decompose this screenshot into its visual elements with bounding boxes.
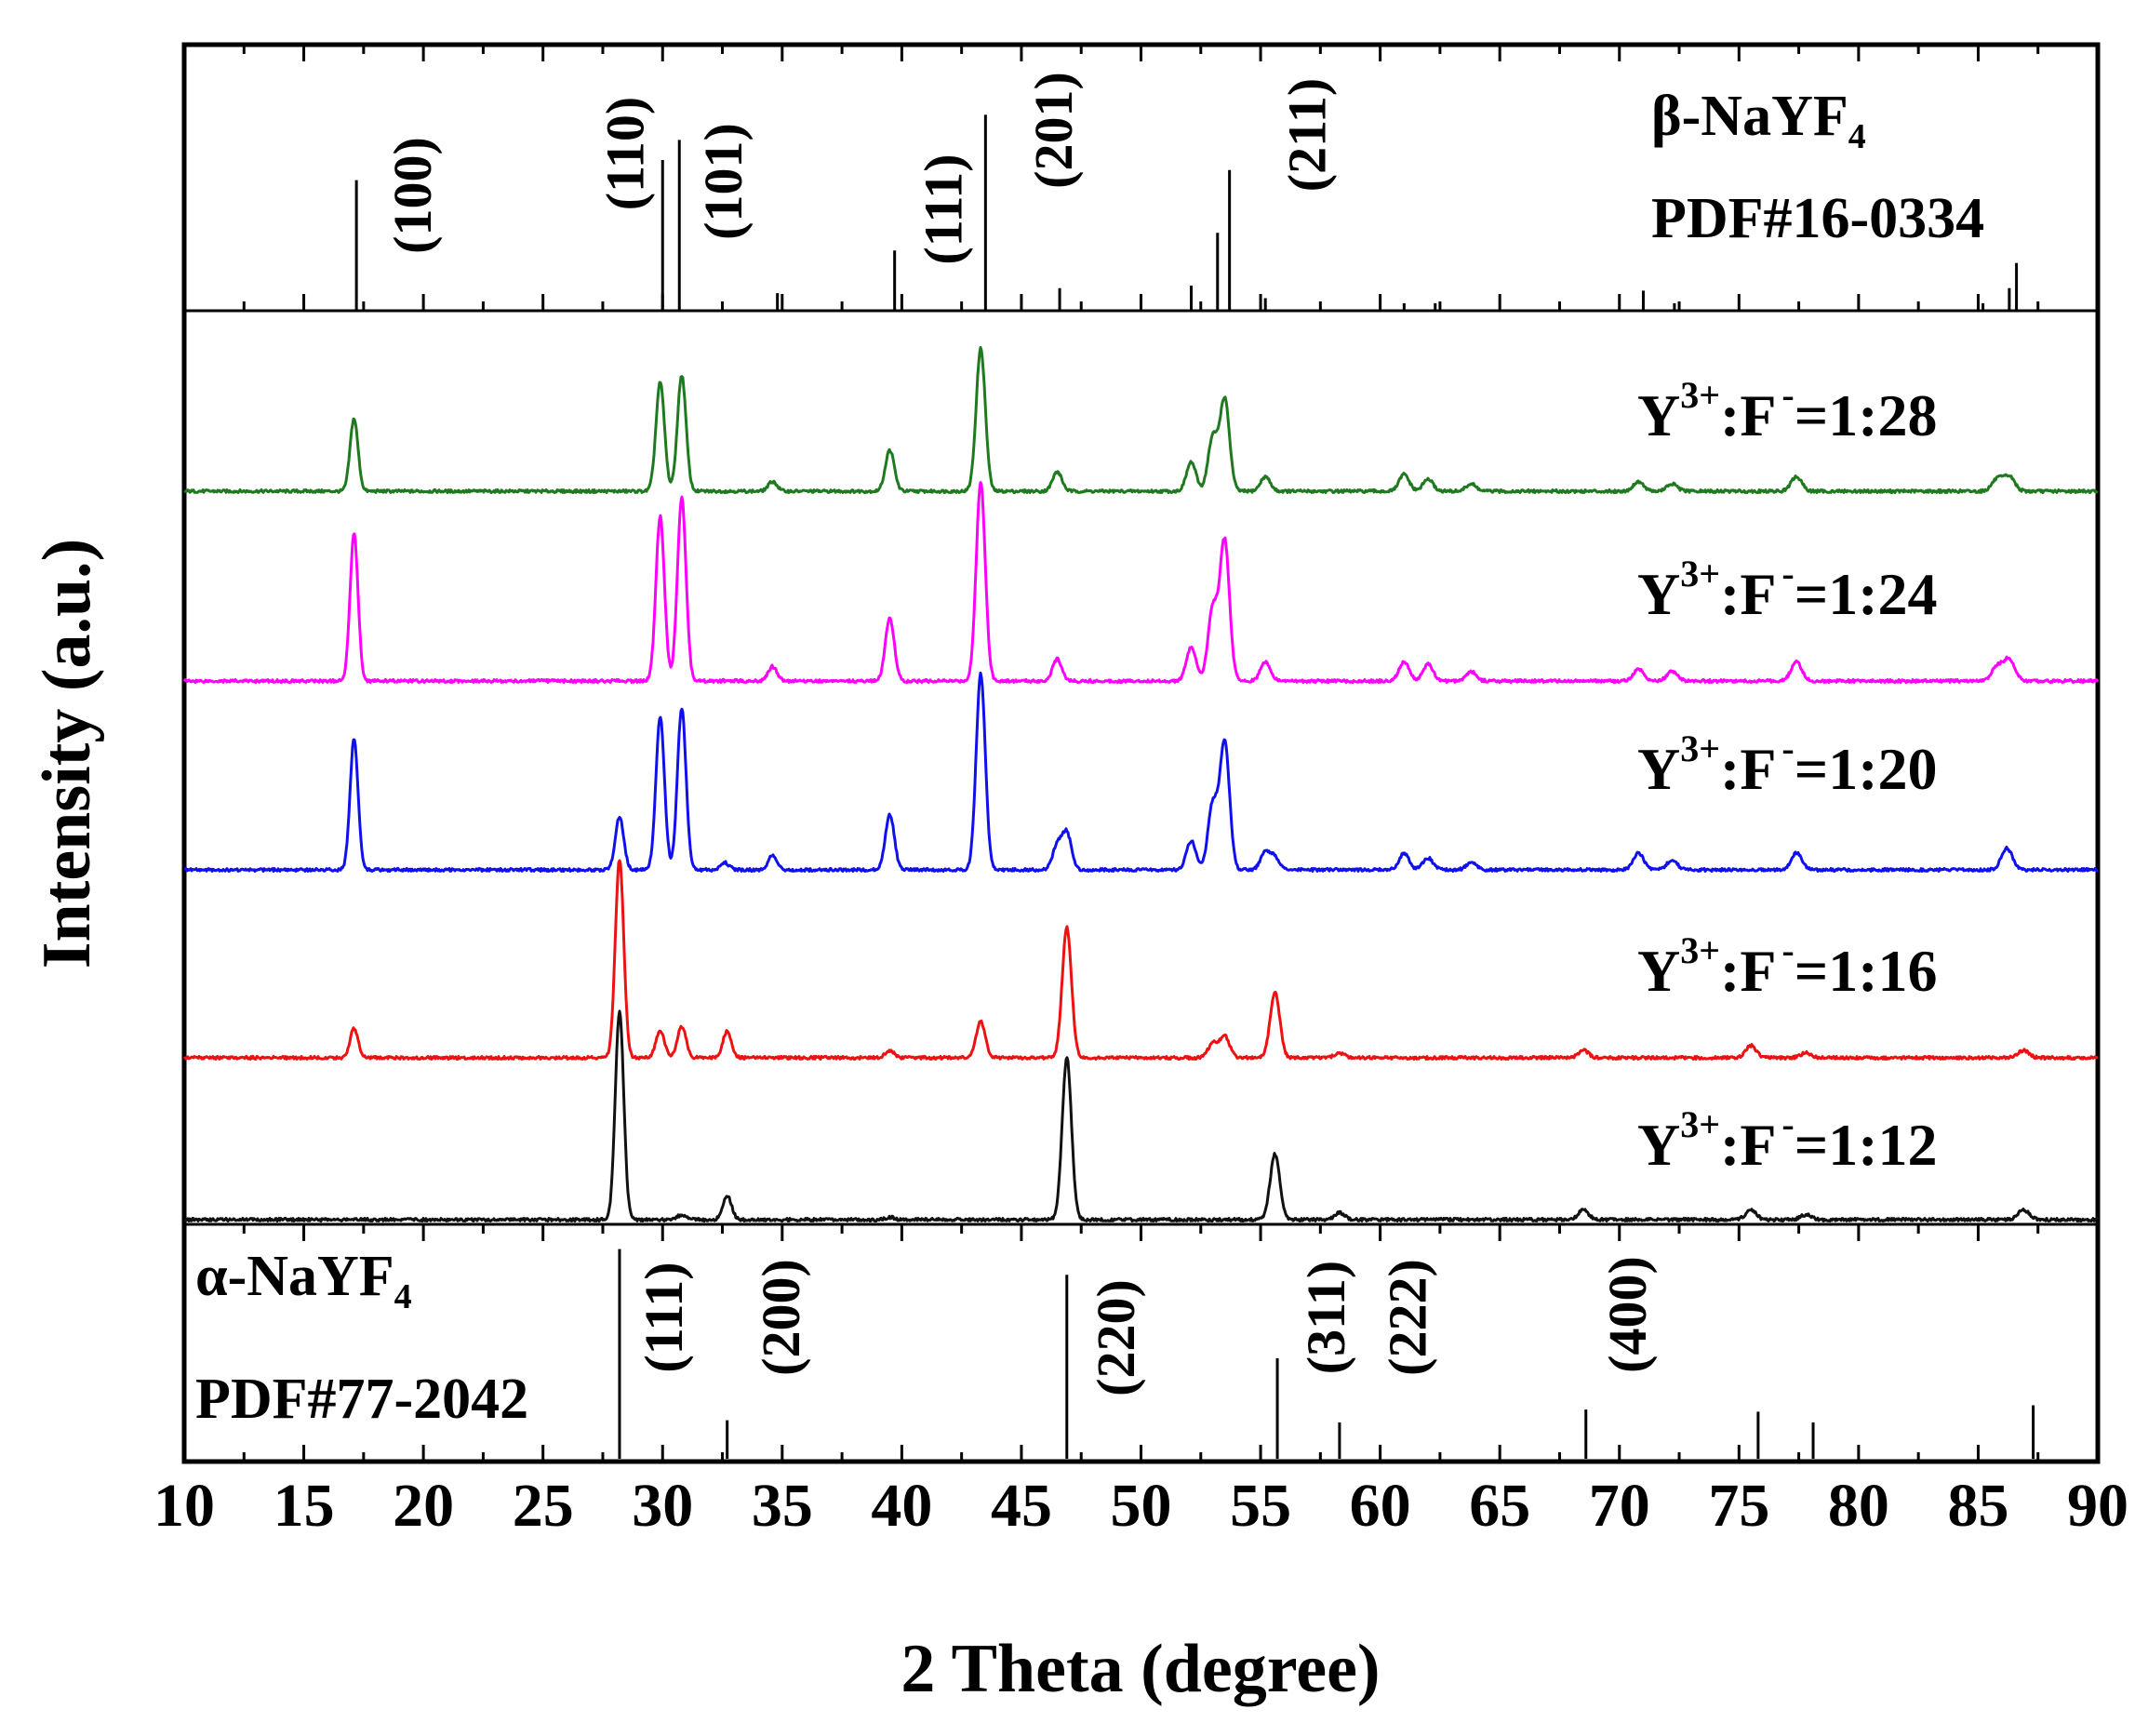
x-tick-label: 45 bbox=[991, 1472, 1052, 1540]
alpha-hkl-label: (311) bbox=[1296, 1261, 1356, 1374]
x-tick-label: 75 bbox=[1708, 1472, 1769, 1540]
x-tick-label: 20 bbox=[393, 1472, 454, 1540]
series-line bbox=[182, 859, 2099, 1062]
alpha-hkl-label: (200) bbox=[751, 1259, 811, 1376]
hkl-labels: (100) (110) (101) (111) (201) (211) (111) (200)… bbox=[382, 72, 1658, 1396]
x-tick-label: 15 bbox=[274, 1472, 335, 1540]
sample-label: Y3+:F -=1:16 bbox=[1637, 929, 1938, 1004]
x-tick-label: 55 bbox=[1230, 1472, 1291, 1540]
beta-hkl-label: (111) bbox=[914, 154, 974, 264]
x-tick-label: 85 bbox=[1947, 1472, 2008, 1540]
alpha-hkl-label: (400) bbox=[1597, 1256, 1658, 1373]
sample-label: Y3+:F -=1:20 bbox=[1637, 728, 1938, 802]
series-line bbox=[182, 481, 2100, 685]
x-tick-label: 25 bbox=[513, 1472, 574, 1540]
x-tick-label: 35 bbox=[752, 1472, 813, 1540]
beta-hkl-label: (101) bbox=[693, 123, 754, 240]
alpha-hkl-label: (220) bbox=[1086, 1279, 1146, 1396]
x-tick-label: 90 bbox=[2067, 1472, 2128, 1540]
x-axis-title: 2 Theta (degree) bbox=[901, 1631, 1380, 1707]
alpha-pdf-label: PDF#77-2042 bbox=[195, 1368, 528, 1431]
alpha-reference-lines bbox=[618, 1249, 2035, 1459]
alpha-phase-label: α-NaYF4 bbox=[195, 1245, 412, 1316]
beta-hkl-label: (211) bbox=[1276, 78, 1337, 192]
x-tick-label: 30 bbox=[632, 1472, 693, 1540]
beta-hkl-label: (100) bbox=[382, 137, 443, 254]
y-axis-title: Intensity (a.u.) bbox=[29, 539, 105, 969]
xrd-series bbox=[182, 345, 2100, 1223]
x-axis-ticks bbox=[182, 45, 2100, 1462]
beta-hkl-label: (201) bbox=[1023, 72, 1084, 189]
sample-label: Y3+:F -=1:12 bbox=[1637, 1103, 1938, 1178]
sample-labels: Y3+:F -=1:28 Y3+:F -=1:24 Y3+:F -=1:20 Y3+:F -=… bbox=[1637, 374, 1938, 1178]
alpha-hkl-label: (222) bbox=[1377, 1259, 1437, 1376]
x-tick-label: 70 bbox=[1589, 1472, 1650, 1540]
x-tick-label: 10 bbox=[153, 1472, 215, 1540]
x-tick-label: 60 bbox=[1350, 1472, 1411, 1540]
sample-label: Y3+:F -=1:28 bbox=[1637, 374, 1938, 448]
x-axis-tick-labels: 10 15 20 25 30 35 40 45 50 55 60 65 70 75 80 85 90 bbox=[153, 1472, 2128, 1540]
x-tick-label: 80 bbox=[1828, 1472, 1889, 1540]
series-line bbox=[183, 671, 2099, 874]
alpha-hkl-label: (111) bbox=[634, 1262, 694, 1372]
x-tick-label: 40 bbox=[871, 1472, 932, 1540]
x-tick-label: 65 bbox=[1469, 1472, 1530, 1540]
x-tick-label: 50 bbox=[1111, 1472, 1172, 1540]
beta-pdf-label: PDF#16-0334 bbox=[1651, 187, 1984, 250]
series-line bbox=[183, 1009, 2099, 1223]
sample-label: Y3+:F -=1:24 bbox=[1637, 553, 1938, 627]
series-line bbox=[183, 345, 2099, 495]
beta-hkl-label: (110) bbox=[595, 97, 656, 210]
beta-reference-lines bbox=[354, 114, 2019, 311]
beta-phase-label: β-NaYF4 bbox=[1651, 85, 1866, 156]
